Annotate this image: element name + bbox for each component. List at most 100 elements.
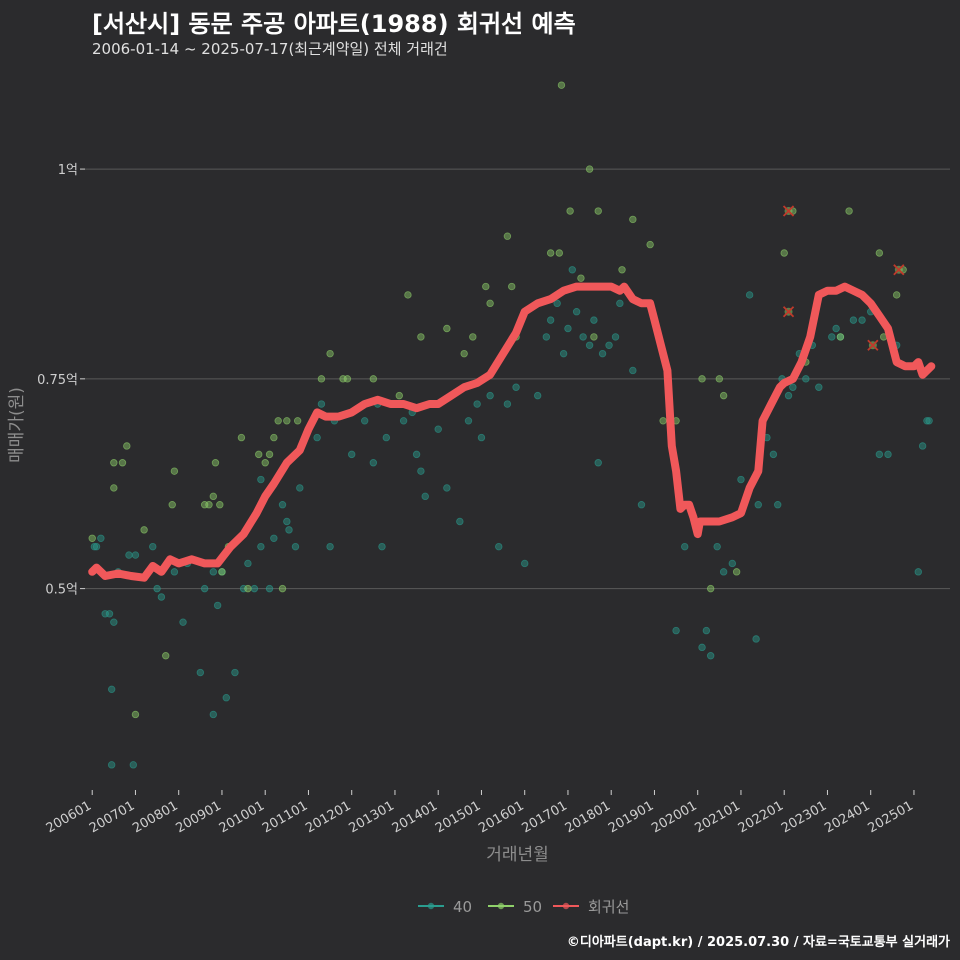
data-point-40 — [774, 501, 782, 509]
y-tick-label: 1억 — [58, 163, 78, 178]
data-point-50 — [875, 249, 884, 257]
data-point-50 — [237, 433, 246, 442]
data-point-40 — [815, 383, 823, 391]
x-tick-label: 201001 — [217, 798, 267, 836]
data-point-40 — [278, 501, 287, 509]
data-point-40 — [196, 668, 205, 677]
data-point-40 — [265, 584, 274, 593]
data-point-40 — [559, 349, 568, 358]
x-tick-label: 201601 — [476, 798, 526, 836]
data-point-40 — [270, 534, 278, 542]
data-point-40 — [417, 467, 425, 475]
data-point-50 — [205, 501, 213, 509]
data-point-40 — [90, 542, 99, 551]
data-point-40 — [542, 333, 551, 341]
data-point-40 — [629, 366, 637, 375]
data-point-40 — [244, 559, 252, 568]
data-point-50 — [216, 501, 224, 509]
data-point-40 — [257, 542, 265, 551]
legend-marker-50 — [497, 902, 505, 910]
data-point-40 — [553, 299, 561, 308]
data-point-50 — [255, 450, 263, 459]
outlier-cross-mark — [867, 339, 879, 351]
data-point-40 — [360, 417, 369, 425]
data-point-40 — [257, 475, 265, 484]
data-point-50 — [546, 249, 555, 257]
data-point-50 — [557, 81, 566, 89]
data-point-40 — [572, 308, 581, 316]
data-point-40 — [296, 484, 304, 492]
x-tick-label: 200701 — [87, 798, 137, 836]
data-point-40 — [598, 349, 607, 358]
data-point-50 — [629, 215, 637, 224]
data-point-50 — [140, 526, 148, 534]
data-point-40 — [382, 433, 391, 442]
data-point-40 — [568, 266, 576, 274]
data-point-40 — [503, 400, 512, 408]
data-point-40 — [925, 417, 933, 425]
x-tick-label: 201801 — [563, 798, 613, 836]
data-point-50 — [404, 291, 412, 299]
data-point-40 — [828, 333, 836, 341]
x-tick-label: 201301 — [346, 798, 396, 836]
data-point-50 — [123, 442, 131, 450]
data-point-40 — [681, 542, 689, 551]
data-point-40 — [209, 568, 218, 576]
outlier-cross-mark — [782, 205, 795, 217]
data-point-50 — [892, 291, 901, 299]
data-point-40 — [283, 517, 291, 526]
data-point-40 — [209, 710, 218, 719]
data-point-40 — [222, 694, 230, 702]
data-point-40 — [326, 542, 334, 551]
chart-title: [서산시] 동문 주공 아파트(1988) 회귀선 예측 — [92, 10, 576, 38]
data-point-50 — [317, 375, 326, 383]
x-tick-label: 201101 — [260, 798, 310, 836]
data-point-40 — [784, 391, 793, 400]
x-tick-label: 200601 — [44, 798, 94, 836]
data-point-40 — [157, 593, 166, 601]
data-point-50 — [369, 375, 378, 383]
data-point-40 — [250, 584, 259, 593]
regression-line — [88, 282, 936, 582]
data-point-40 — [637, 501, 646, 509]
data-point-50 — [88, 534, 96, 542]
data-point-50 — [618, 266, 626, 274]
x-tick-label: 201901 — [606, 798, 656, 836]
data-point-40 — [616, 299, 624, 308]
data-point-40 — [464, 417, 473, 425]
data-point-40 — [107, 685, 116, 694]
data-point-50 — [698, 375, 706, 383]
legend-label-50: 50 — [523, 898, 542, 916]
data-point-40 — [521, 559, 529, 568]
outlier-cross-mark — [893, 264, 905, 276]
data-point-40 — [107, 761, 116, 769]
data-point-40 — [153, 584, 161, 593]
data-point-40 — [533, 391, 542, 400]
data-point-40 — [728, 559, 737, 568]
data-point-40 — [546, 316, 555, 324]
data-point-40 — [579, 333, 587, 341]
x-tick-label: 201701 — [519, 798, 569, 836]
data-point-40 — [512, 383, 520, 391]
data-point-40 — [858, 316, 866, 324]
x-tick-label: 201201 — [303, 798, 353, 836]
data-point-50 — [508, 282, 516, 291]
y-tick-label: 0.5억 — [45, 583, 78, 598]
data-point-50 — [274, 417, 282, 425]
data-point-40 — [285, 526, 293, 534]
data-point-50 — [460, 349, 468, 358]
data-point-50 — [209, 492, 218, 501]
data-point-50 — [278, 584, 287, 593]
x-tick-label: 202501 — [865, 798, 915, 836]
data-point-50 — [836, 333, 845, 341]
data-point-50 — [395, 391, 403, 400]
data-point-40 — [706, 652, 715, 660]
data-point-40 — [92, 542, 101, 551]
data-point-40 — [789, 383, 797, 391]
data-point-40 — [585, 341, 594, 349]
data-point-50 — [131, 710, 140, 719]
data-point-40 — [421, 492, 429, 501]
data-point-40 — [737, 475, 745, 484]
data-point-50 — [780, 249, 788, 257]
